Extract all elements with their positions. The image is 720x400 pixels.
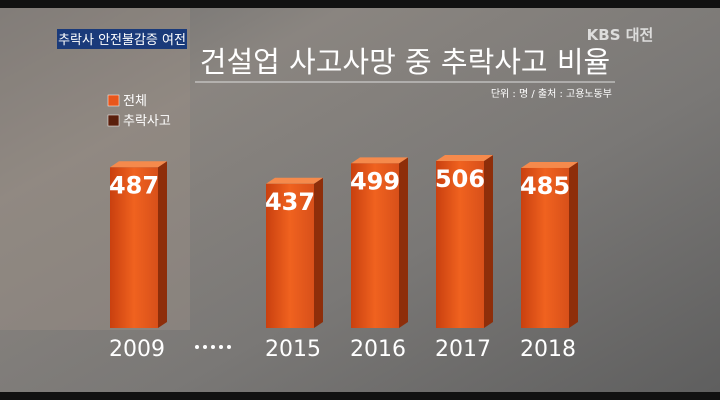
- bar: [351, 163, 399, 328]
- bar-top: [351, 157, 408, 164]
- legend-label: 추락사고: [123, 114, 171, 129]
- x-tick-label: 2017: [435, 337, 491, 362]
- bar-top: [436, 155, 493, 162]
- note: 단위 : 명 / 출처 : 고용노동부: [491, 87, 612, 100]
- bar: [436, 161, 484, 328]
- bar-side: [484, 155, 493, 328]
- legend-swatch: [107, 94, 120, 107]
- chart-title: 건설업 사고사망 중 추락사고 비율: [200, 45, 610, 79]
- legend-label: 전체: [123, 94, 147, 109]
- legend-swatch: [107, 114, 120, 127]
- x-tick-label: 2018: [520, 337, 576, 362]
- value-label: 437: [265, 188, 315, 216]
- bar-top: [110, 161, 167, 168]
- bottom-border: [0, 392, 720, 400]
- caption-box: [57, 29, 187, 49]
- bar-side: [399, 157, 408, 328]
- top-border: [0, 0, 720, 8]
- bar-side: [569, 161, 578, 328]
- value-label: 499: [350, 167, 400, 195]
- value-label: 506: [435, 165, 485, 193]
- bar: [521, 167, 569, 328]
- x-tick-label: 2016: [350, 337, 406, 362]
- bar-top: [266, 177, 323, 184]
- x-tick-label: 2015: [265, 337, 321, 362]
- x-tick-label: 2009: [109, 337, 165, 362]
- bar: [110, 167, 158, 328]
- bar-side: [314, 177, 323, 328]
- value-label: 487: [109, 171, 159, 199]
- bar: [266, 183, 314, 328]
- value-label: 485: [520, 172, 570, 200]
- gap-dots: [195, 345, 231, 349]
- logo: KBS 대전: [587, 26, 654, 44]
- bar-top: [521, 161, 578, 168]
- bar-side: [158, 161, 167, 328]
- caption: 추락사 안전불감증 여전: [58, 33, 186, 48]
